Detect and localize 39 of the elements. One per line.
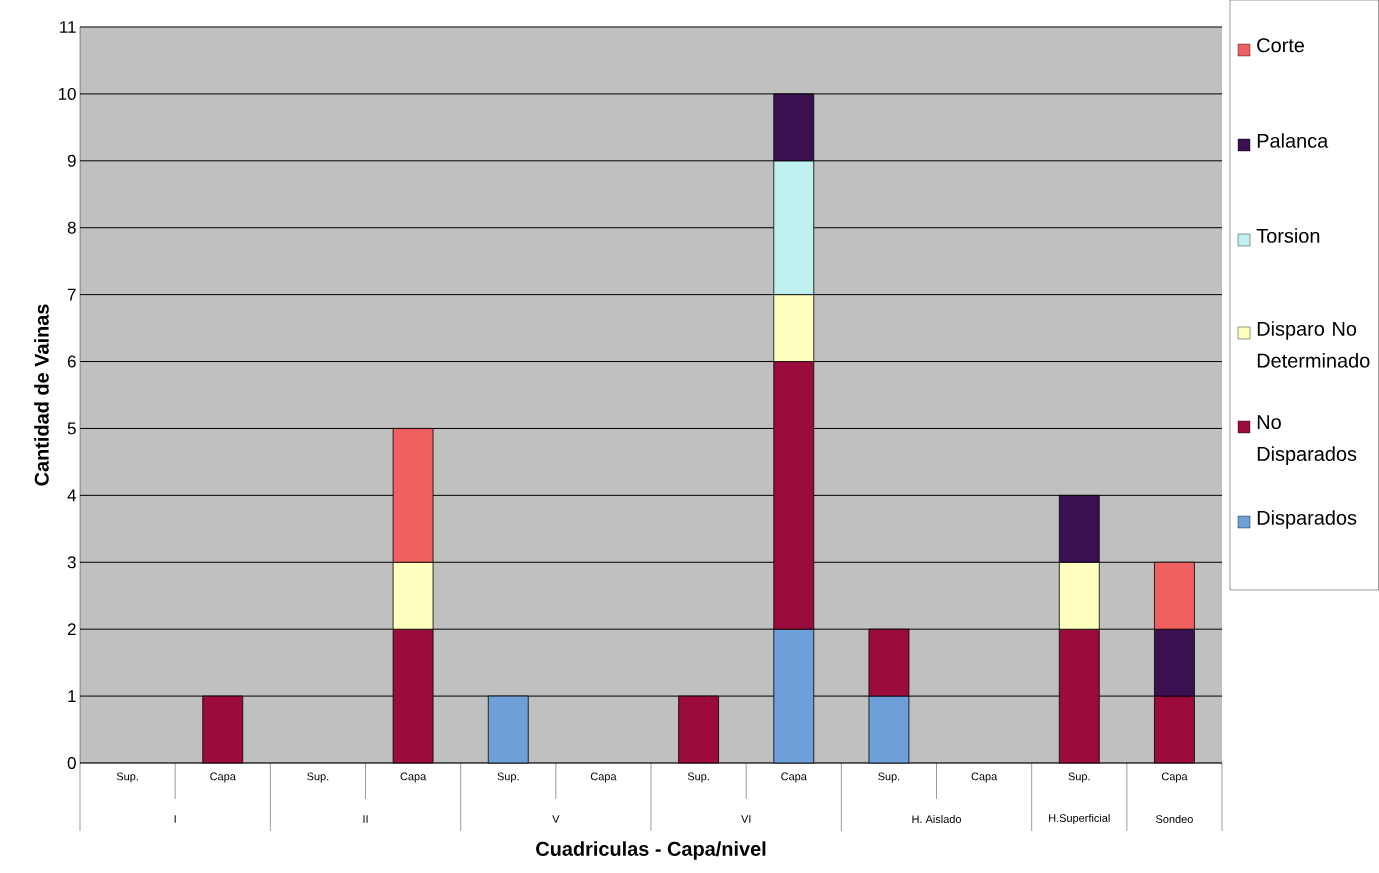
x-axis-title: Cuadriculas - Capa/nivel — [536, 841, 766, 860]
legend-label: Palanca — [1257, 133, 1329, 148]
text: I — [174, 815, 176, 823]
legend-label: Disparados — [1257, 510, 1357, 529]
y-tick-label: 3 — [67, 556, 76, 569]
y-tick-label: 1 — [68, 690, 76, 702]
x-tick-label: Sup. — [878, 772, 900, 783]
y-tick-label: 8 — [67, 221, 76, 234]
legend-label: Disparo No Determinado — [1257, 321, 1370, 368]
y-tick-label: 2 — [67, 623, 76, 636]
y-tick-label: 4 — [67, 489, 76, 502]
text: Sondeo — [1156, 814, 1193, 824]
x-tick-label: Capa — [210, 772, 236, 783]
x-tick-label: Capa — [400, 772, 427, 783]
y-tick-label: 6 — [67, 355, 76, 368]
y-tick-label: 10 — [58, 87, 76, 100]
text: H. Aislado — [912, 814, 962, 824]
x-tick-label: Capa — [971, 772, 998, 783]
x-tick-label: Sup. — [116, 772, 138, 783]
y-axis-title: Cantidad de Vainas — [34, 304, 49, 486]
x-tick-label: Capa — [781, 772, 807, 783]
x-tick-label: Capa — [590, 772, 617, 783]
x-tick-label: Sup. — [1068, 772, 1090, 783]
legend-label: Torsion — [1256, 228, 1320, 243]
legend-label: No Disparados — [1257, 415, 1357, 465]
y-tick-label: 7 — [67, 288, 76, 301]
x-tick-label: Capa — [1161, 772, 1188, 783]
y-tick-label: 0 — [67, 757, 76, 769]
text: H.Superficial — [1049, 813, 1110, 825]
legend-label: Corte — [1257, 38, 1305, 53]
y-tick-label: 11 — [60, 21, 76, 33]
text: II — [363, 815, 368, 823]
y-tick-label: 9 — [67, 154, 76, 167]
x-tick-label: Sup. — [307, 772, 329, 783]
text: VI — [741, 815, 751, 823]
y-tick-label: 5 — [67, 422, 76, 435]
text: V — [552, 815, 560, 823]
x-tick-label: Sup. — [687, 772, 709, 783]
x-tick-label: Sup. — [497, 772, 519, 783]
